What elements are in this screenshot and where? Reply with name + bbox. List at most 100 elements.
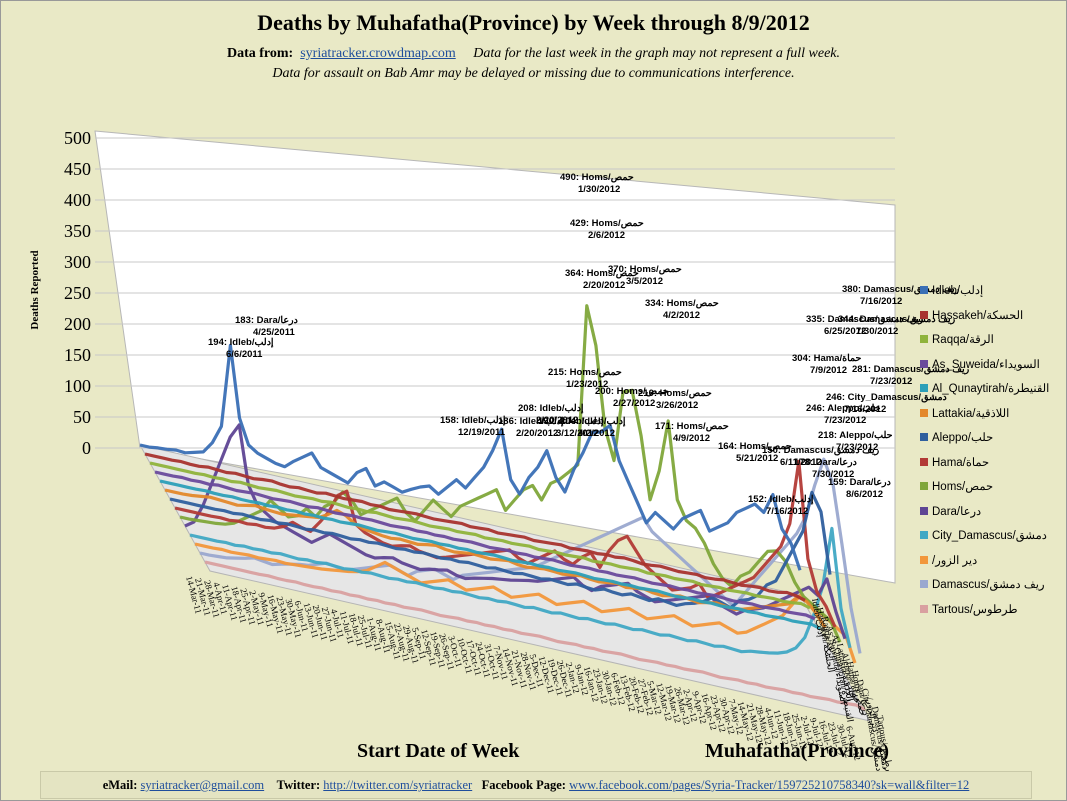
annotation-label: 204: Idleb/إدلب bbox=[560, 416, 626, 427]
annotation-date: 2/20/2012 bbox=[516, 428, 558, 439]
series-line bbox=[144, 452, 806, 602]
annotation-date: 12/19/2011 bbox=[458, 427, 506, 438]
annotation-date: 7/9/2012 bbox=[810, 365, 847, 376]
annotation-date: 3/26/2012 bbox=[656, 400, 698, 411]
legend-swatch bbox=[920, 286, 928, 295]
y-tick-label: 350 bbox=[64, 221, 91, 241]
series-line bbox=[194, 542, 857, 664]
series-line bbox=[189, 526, 852, 655]
series-line bbox=[154, 470, 816, 621]
annotation-date: 7/23/2012 bbox=[824, 415, 866, 426]
legend-label: Idleb/إدلب bbox=[932, 285, 984, 298]
annotation-label: 210: Homs/حمص bbox=[638, 388, 712, 399]
legend-swatch bbox=[920, 359, 928, 368]
series-line bbox=[159, 479, 821, 630]
legend-swatch bbox=[920, 604, 928, 613]
legend-label: Hassakeh/الحسكة bbox=[932, 309, 1024, 322]
data-source-link[interactable]: syriatracker.crowdmap.com bbox=[300, 46, 456, 61]
annotation-date: 3/12/2012 bbox=[556, 428, 598, 439]
annotation-label: 370: Homs/حمص bbox=[608, 264, 682, 275]
legend-swatch bbox=[920, 408, 928, 417]
note-last-week: Data for the last week in the graph may … bbox=[473, 46, 841, 61]
series-line bbox=[179, 304, 842, 643]
legend-swatch bbox=[920, 457, 928, 466]
annotation-date: 7/16/2012 bbox=[844, 404, 886, 415]
legend-label: /دير الزور bbox=[932, 554, 978, 567]
legend-item: Raqqa/الرقة bbox=[920, 327, 1060, 352]
legend-label: Aleppo/حلب bbox=[932, 432, 994, 445]
legend-item: Hama/حماة bbox=[920, 450, 1060, 475]
series-line bbox=[149, 461, 811, 610]
annotation-label: 200: Homs/حمص bbox=[595, 386, 669, 397]
data-source-line: Data from: syriatracker.crowdmap.com Dat… bbox=[0, 46, 1067, 62]
legend-label: Homs/حمص bbox=[932, 481, 994, 494]
legend: Idleb/إدلب Hassakeh/الحسكة Raqqa/الرقة As_S… bbox=[920, 278, 1060, 621]
legend-label: City_Damascus/دمشق bbox=[932, 530, 1047, 543]
legend-item: Dara/درعا bbox=[920, 499, 1060, 524]
annotation-label: 304: Hama/حماة bbox=[792, 353, 862, 364]
legend-swatch bbox=[920, 433, 928, 442]
annotation-label: 158: Idleb/إدلب bbox=[440, 415, 506, 426]
annotation-date: 2/6/2012 bbox=[588, 230, 625, 241]
annotation-date: 8/6/2012 bbox=[846, 489, 883, 500]
annotation-date: 4/2/2012 bbox=[578, 428, 615, 439]
annotation-label: 159: Dara/درعا bbox=[828, 477, 892, 488]
annotation-date: 4/9/2012 bbox=[673, 433, 710, 444]
annotation-date: 7/23/2012 bbox=[836, 442, 878, 453]
annotation-label: 246: Aleppo/حلب bbox=[806, 403, 881, 414]
legend-label: Tartous/طرطوس bbox=[932, 603, 1018, 616]
annotation-label: 171: Homs/حمص bbox=[655, 421, 729, 432]
legend-label: Dara/درعا bbox=[932, 505, 982, 518]
legend-label: Damascus/ريف دمشق bbox=[932, 579, 1045, 592]
series-line bbox=[169, 490, 832, 610]
legend-item: City_Damascus/دمشق bbox=[920, 523, 1060, 548]
annotation-label: 152: Idleb/إدلب bbox=[748, 494, 814, 505]
legend-item: As_Suweida/السويداء bbox=[920, 352, 1060, 377]
facebook-link[interactable]: www.facebook.com/pages/Syria-Tracker/159… bbox=[569, 778, 970, 792]
y-tick-label: 500 bbox=[64, 128, 91, 148]
x-axis-title: Start Date of Week bbox=[357, 740, 520, 762]
annotation-label: 194: Idleb/إدلب bbox=[208, 337, 274, 348]
annotation-label: 218: Aleppo/حلب bbox=[818, 430, 893, 441]
legend-swatch bbox=[920, 482, 928, 491]
annotation-date: 7/30/2012 bbox=[812, 469, 854, 480]
legend-item: Hassakeh/الحسكة bbox=[920, 303, 1060, 328]
annotation-label: 215: Homs/حمص bbox=[548, 367, 622, 378]
series-line bbox=[139, 343, 802, 571]
legend-swatch bbox=[920, 531, 928, 540]
legend-item: Homs/حمص bbox=[920, 474, 1060, 499]
data-from-label: Data from: bbox=[226, 46, 294, 61]
annotation-date: 1/23/2012 bbox=[566, 379, 608, 390]
annotation-date: 7/30/2012 bbox=[856, 326, 898, 337]
facebook-label: Facebook Page: bbox=[481, 778, 566, 792]
annotation-date: 6/25/2012 bbox=[824, 326, 866, 337]
annotation-date: 7/23/2012 bbox=[870, 376, 912, 387]
email-link[interactable]: syriatracker@gmail.com bbox=[140, 778, 265, 792]
annotation-label: 429: Homs/حمص bbox=[570, 218, 644, 229]
legend-item: Lattakia/اللاذقية bbox=[920, 401, 1060, 426]
back-wall bbox=[94, 130, 896, 584]
annotation-label: 380: Damascus/ريف دمشق bbox=[842, 284, 960, 295]
y-axis-title: Deaths Reported bbox=[29, 250, 41, 329]
annotation-date: 5/21/2012 bbox=[736, 453, 778, 464]
legend-swatch bbox=[920, 335, 928, 344]
legend-item: Aleppo/حلب bbox=[920, 425, 1060, 450]
annotation-label: 183: Dara/درعا bbox=[235, 315, 299, 326]
annotation-date: 4/2/2012 bbox=[663, 310, 700, 321]
footer-contact: eMail: syriatracker@gmail.com Twitter: h… bbox=[40, 771, 1032, 799]
annotation-date: 2/20/2012 bbox=[583, 280, 625, 291]
y-tick-label: 50 bbox=[73, 407, 91, 427]
y-tick-label: 150 bbox=[64, 345, 91, 365]
annotation-date: 1/30/2012 bbox=[578, 184, 620, 195]
twitter-link[interactable]: http://twitter.com/syriatracker bbox=[323, 778, 473, 792]
legend-label: Raqqa/الرقة bbox=[932, 334, 994, 347]
chart-title: Deaths by Muhafatha(Province) by Week th… bbox=[257, 10, 810, 35]
depth-axis-title: Muhafatha(Province) bbox=[705, 740, 890, 762]
legend-item: /دير الزور bbox=[920, 548, 1060, 573]
annotation-date: 4/25/2011 bbox=[253, 327, 295, 338]
legend-item: Tartous/طرطوس bbox=[920, 597, 1060, 622]
legend-swatch bbox=[920, 580, 928, 589]
annotation-date: 2/27/2012 bbox=[613, 398, 655, 409]
legend-item: Idleb/إدلب bbox=[920, 278, 1060, 303]
